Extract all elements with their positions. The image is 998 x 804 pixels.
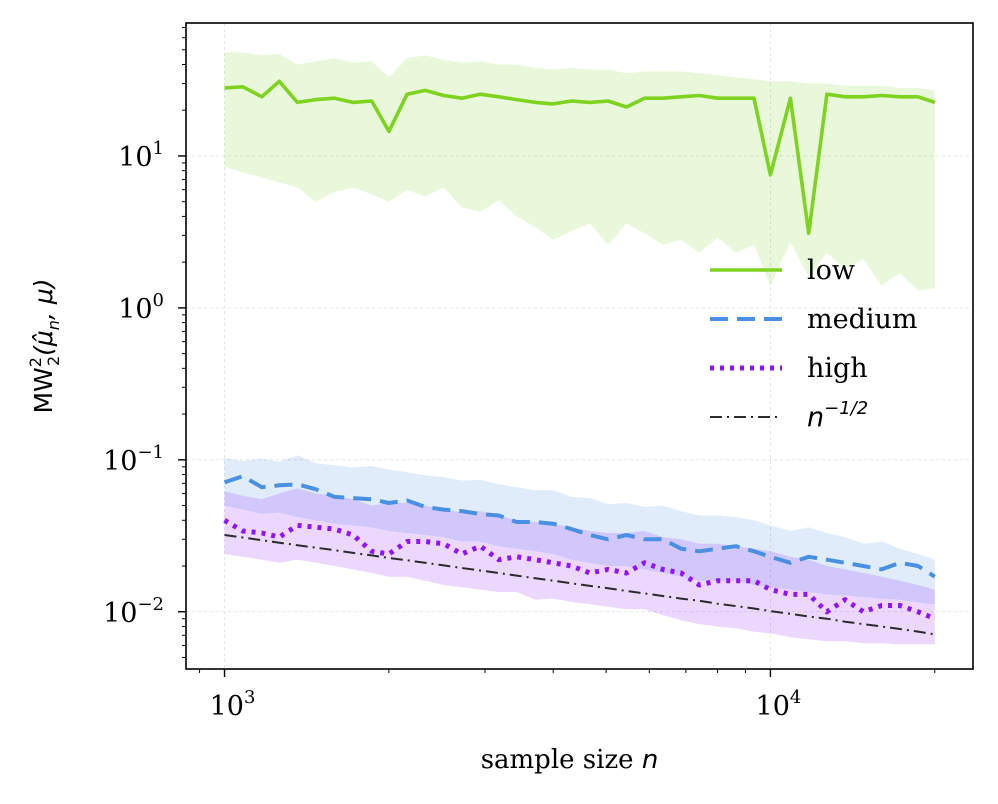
legend-label-reference: n−1/2 — [807, 398, 868, 433]
x-tick-label: 104 — [756, 687, 802, 722]
y-axis-label: MW22(μ̂n, μ) — [26, 278, 63, 413]
legend-label-high: high — [807, 353, 868, 384]
series-line-low — [224, 79, 936, 235]
series-line-medium — [223, 474, 936, 579]
grid — [186, 23, 973, 669]
legend-label-medium: medium — [807, 304, 918, 335]
axes-frame — [185, 22, 974, 670]
legend-label-low: low — [807, 255, 855, 286]
band-high — [224, 488, 935, 645]
y-tick-label: 100 — [118, 290, 164, 325]
confidence-bands — [224, 52, 935, 645]
x-tick-label: 103 — [210, 687, 256, 722]
axis-ticks: 103 104 10−2 10−1 100 101 — [103, 27, 936, 722]
legend: low medium high n−1/2 — [710, 255, 918, 433]
series-lines — [223, 79, 936, 636]
x-axis-label: sample size n — [481, 745, 659, 775]
y-tick-label: 101 — [118, 138, 164, 173]
y-tick-label: 10−2 — [103, 594, 164, 629]
y-tick-label: 10−1 — [103, 442, 164, 477]
series-line-reference — [224, 534, 935, 636]
